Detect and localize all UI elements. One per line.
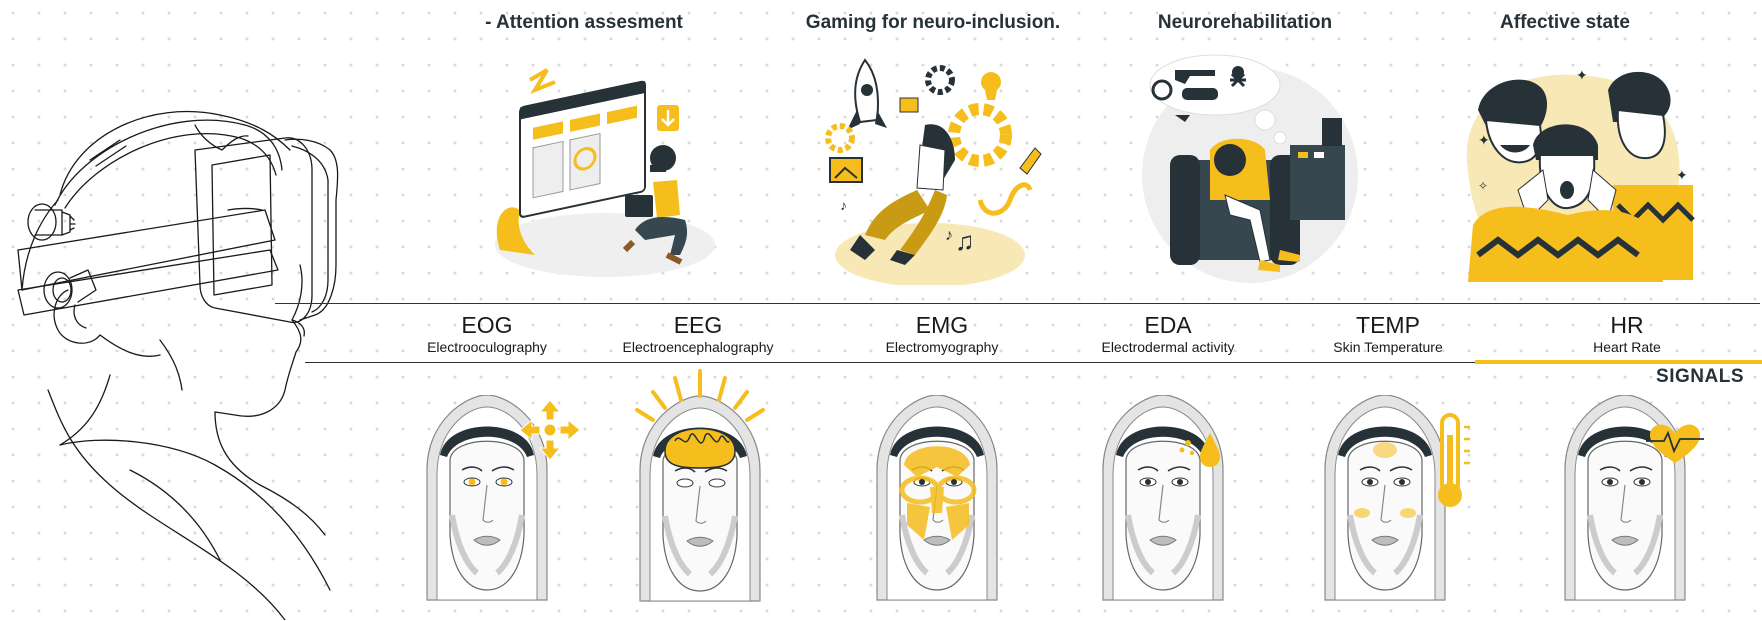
- svg-text:♫: ♫: [955, 226, 975, 256]
- face-hr: [1550, 395, 1704, 605]
- eye-movement-arrows-icon: [519, 399, 581, 461]
- signal-label-eeg: EEG Electroencephalography: [623, 312, 774, 356]
- signal-label-eog: EOG Electrooculography: [427, 312, 547, 356]
- face-eeg: [635, 369, 765, 608]
- signal-full-name: Skin Temperature: [1333, 339, 1443, 355]
- application-title-gaming: Gaming for neuro-inclusion.: [805, 12, 1061, 33]
- affective-state-illustration: ✦ ✦ ✦ ✧: [1466, 67, 1695, 282]
- signal-code: EOG: [461, 312, 513, 338]
- signal-code: TEMP: [1356, 312, 1420, 338]
- signal-full-name: Electromyography: [885, 339, 999, 355]
- attention-illustration: [495, 68, 715, 277]
- signal-full-name: Electrodermal activity: [1101, 339, 1235, 355]
- signal-full-name: Electrooculography: [427, 339, 547, 355]
- thermometer-icon: [1438, 413, 1470, 507]
- signals-title: SIGNALS: [1656, 366, 1744, 387]
- heart-pulse-icon: [1646, 424, 1704, 463]
- top-divider: [275, 303, 1760, 304]
- svg-text:✦: ✦: [1676, 167, 1688, 183]
- bottom-divider: [305, 362, 1475, 363]
- facial-muscles-icon: [899, 446, 977, 540]
- signal-code: EDA: [1144, 312, 1192, 338]
- signal-label-emg: EMG Electromyography: [886, 312, 999, 356]
- face-eog: [412, 395, 581, 605]
- application-title-affective-state: Affective state: [1500, 12, 1630, 33]
- face-eda: [1088, 395, 1268, 605]
- vr-headset-user-illustration: [17, 110, 339, 620]
- svg-text:✦: ✦: [1478, 132, 1490, 148]
- neurorehabilitation-illustration: [1142, 54, 1358, 283]
- signal-full-name: Heart Rate: [1593, 339, 1661, 355]
- brain-waves-icon: [635, 369, 765, 469]
- signal-code: HR: [1610, 312, 1644, 338]
- signal-code: EMG: [915, 312, 969, 338]
- signal-label-hr: HR Heart Rate: [1593, 312, 1661, 356]
- face-emg: [862, 395, 1042, 605]
- face-temp: [1310, 395, 1470, 605]
- svg-text:✧: ✧: [1478, 179, 1488, 193]
- signal-full-name: Electroencephalography: [622, 339, 774, 355]
- signals-accent-bar: [1475, 360, 1762, 364]
- svg-text:✦: ✦: [1576, 67, 1588, 83]
- gaming-illustration: ♫ ♪ ♪: [825, 58, 1042, 285]
- application-title-neurorehabilitation: Neurorehabilitation: [1157, 12, 1333, 33]
- signal-code: EEG: [673, 312, 723, 338]
- signal-label-temp: TEMP Skin Temperature: [1333, 312, 1442, 356]
- svg-text:♪: ♪: [945, 227, 953, 244]
- svg-text:♪: ♪: [840, 197, 847, 213]
- sweat-drop-icon: [1179, 433, 1220, 467]
- application-title-attention: - Attention assesment: [485, 12, 683, 33]
- signal-label-eda: EDA Electrodermal activity: [1101, 312, 1234, 356]
